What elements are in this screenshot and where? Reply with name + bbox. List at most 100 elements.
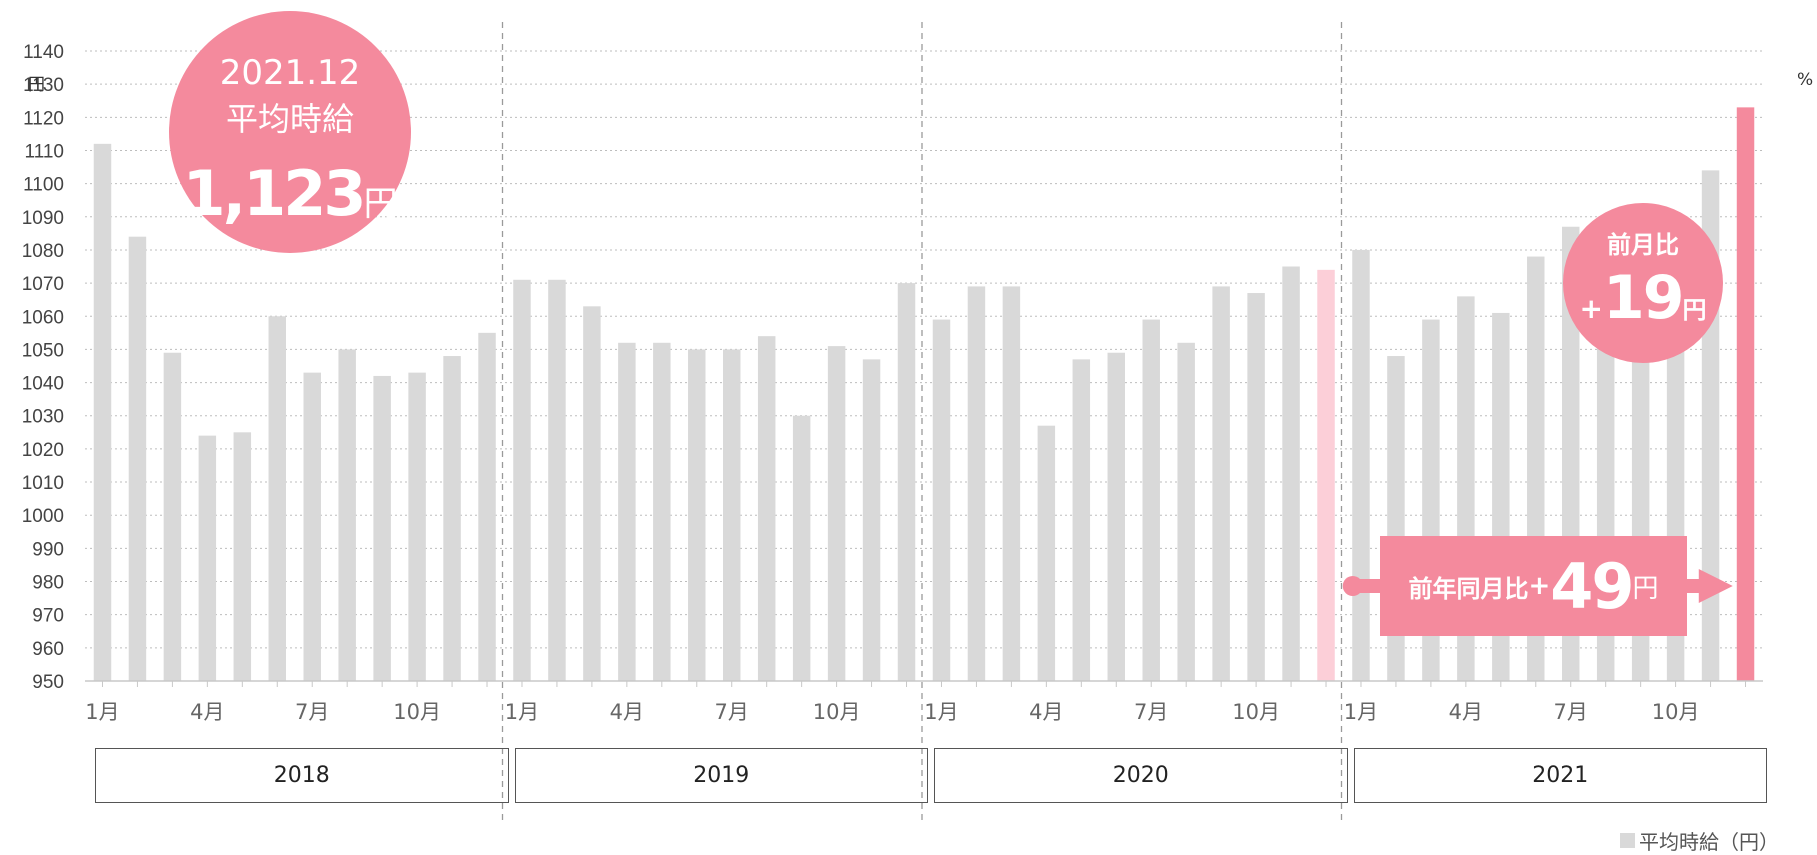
bar — [1177, 342, 1195, 681]
bar — [897, 283, 916, 681]
y-tick-label: 1040 — [22, 374, 64, 395]
x-tick-label: 1月 — [505, 700, 539, 724]
bar — [1142, 319, 1160, 681]
y-tick-label: 1050 — [22, 340, 64, 361]
current-wage-callout: 2021.12 平均時給 1,123円 — [169, 11, 411, 253]
year-over-year-callout: 前年同月比 +49 円 — [1380, 536, 1687, 636]
x-tick-label: 4月 — [610, 700, 644, 724]
x-tick-label: 10月 — [813, 700, 861, 724]
callout-value: 1,123 — [182, 157, 366, 230]
bar — [862, 359, 881, 681]
mom-unit: 円 — [1682, 296, 1707, 324]
x-tick-label: 1月 — [1344, 700, 1378, 724]
month-over-month-callout: 前月比 +19円 — [1563, 203, 1723, 363]
bar — [513, 279, 531, 681]
yoy-label: 前年同月比 — [1408, 574, 1529, 603]
yoy-unit: 円 — [1632, 573, 1659, 604]
y-tick-label: 980 — [32, 573, 64, 594]
x-tick-label: 7月 — [1554, 700, 1588, 724]
bar — [548, 279, 566, 681]
bar — [792, 415, 811, 681]
year-label-box: 2019 — [514, 748, 928, 803]
bar — [618, 342, 636, 681]
bar — [583, 306, 601, 681]
callout-date: 2021.12 — [219, 53, 361, 93]
bar — [303, 372, 321, 681]
bar — [653, 342, 671, 681]
bar — [1037, 425, 1056, 681]
x-axis-ticks: 1月 4月 7月 10月 1月 4月 7月 10月 1月 4月 7月 10月 1月 4月 7月 10月 — [85, 700, 1699, 724]
yoy-sign: + — [1528, 571, 1551, 601]
x-tick-label: 7月 — [1134, 700, 1168, 724]
y-tick-label: 1070 — [22, 274, 64, 295]
bar-series — [93, 107, 1755, 682]
x-tick-label: 7月 — [295, 700, 329, 724]
bar — [967, 286, 986, 681]
bar — [373, 375, 391, 681]
year-label-box: 2021 — [1353, 748, 1767, 803]
x-tick-label: 7月 — [715, 700, 749, 724]
x-axis — [85, 680, 1763, 687]
mom-label: 前月比 — [1607, 231, 1679, 259]
bar — [827, 346, 846, 681]
y-unit-right: % — [1797, 70, 1813, 90]
x-tick-label: 1月 — [924, 700, 958, 724]
x-tick-label: 4月 — [1029, 700, 1063, 724]
bar — [443, 356, 461, 681]
x-tick-label: 4月 — [190, 700, 224, 724]
bar — [1212, 286, 1230, 681]
bar — [128, 236, 147, 681]
y-tick-label: 1110 — [25, 141, 64, 162]
yoy-arrow-head — [1698, 569, 1733, 603]
bar — [338, 349, 356, 681]
bar — [688, 349, 706, 681]
bar — [478, 332, 496, 681]
legend-swatch — [1620, 833, 1635, 848]
year-dividers — [501, 22, 1343, 820]
bar — [198, 435, 217, 681]
bar — [268, 316, 287, 681]
y-tick-label: 950 — [32, 672, 64, 693]
bar — [408, 372, 426, 681]
x-tick-label: 10月 — [1232, 700, 1280, 724]
mom-sign: + — [1579, 292, 1603, 325]
yoy-value: 49 — [1550, 549, 1634, 623]
y-tick-label: 1020 — [22, 440, 64, 461]
bar — [932, 319, 951, 681]
y-tick-label: 1120 — [23, 108, 64, 129]
bar — [1282, 266, 1300, 681]
y-unit-left: 円 — [28, 75, 45, 95]
bar — [1002, 286, 1021, 681]
callout-unit: 円 — [363, 184, 398, 224]
y-tick-label: 1060 — [22, 307, 64, 328]
bar — [1247, 293, 1265, 681]
mom-value: 19 — [1602, 263, 1684, 333]
bar — [1107, 352, 1126, 681]
year-label-box: 2018 — [95, 748, 509, 803]
y-tick-label: 1000 — [22, 506, 64, 527]
callout-label: 平均時給 — [225, 100, 354, 138]
bar — [163, 352, 182, 681]
y-tick-label: 1140 — [23, 42, 64, 63]
bar — [1317, 269, 1335, 681]
y-tick-label: 990 — [32, 539, 64, 560]
bar — [1736, 107, 1755, 682]
callout-value-row: 1,123円 — [169, 159, 411, 246]
y-tick-label: 970 — [32, 606, 64, 627]
bar — [1072, 359, 1091, 681]
y-tick-label: 1090 — [22, 208, 64, 229]
year-label-box: 2020 — [934, 748, 1348, 803]
x-tick-label: 1月 — [85, 700, 119, 724]
legend: 平均時給（円） — [1620, 826, 1779, 855]
mom-value-row: +19円 — [1563, 263, 1723, 349]
y-tick-label: 1100 — [23, 175, 64, 196]
y-tick-label: 1030 — [22, 407, 64, 428]
y-axis-ticks: 950 960 970 980 990 1000 1010 1020 1030 1040 1050 1… — [22, 42, 64, 693]
bar — [722, 349, 741, 681]
x-tick-label: 10月 — [393, 700, 441, 724]
y-tick-label: 1080 — [22, 241, 64, 262]
x-tick-label: 4月 — [1449, 700, 1483, 724]
bar — [233, 432, 252, 681]
legend-label: 平均時給（円） — [1639, 830, 1779, 854]
